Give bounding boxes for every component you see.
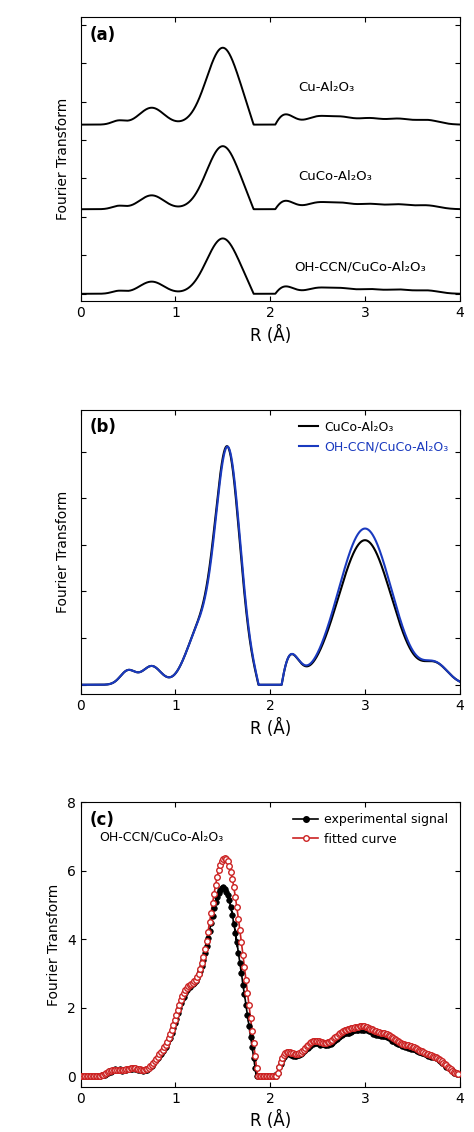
Text: OH-CCN/CuCo-Al₂O₃: OH-CCN/CuCo-Al₂O₃ (100, 831, 224, 843)
Y-axis label: Fourier Transform: Fourier Transform (56, 98, 70, 221)
X-axis label: R (Å): R (Å) (249, 326, 291, 345)
Text: (b): (b) (90, 418, 117, 436)
Text: (c): (c) (90, 811, 115, 829)
Text: CuCo-Al₂O₃: CuCo-Al₂O₃ (299, 171, 373, 183)
Text: OH-CCN/CuCo-Al₂O₃: OH-CCN/CuCo-Al₂O₃ (294, 260, 426, 274)
Text: (a): (a) (90, 26, 116, 43)
X-axis label: R (Å): R (Å) (249, 1112, 291, 1130)
Y-axis label: Fourier Transform: Fourier Transform (47, 883, 61, 1005)
X-axis label: R (Å): R (Å) (249, 719, 291, 738)
Y-axis label: Fourier Transform: Fourier Transform (56, 491, 70, 612)
Legend: experimental signal, fitted curve: experimental signal, fitted curve (288, 808, 454, 851)
Legend: CuCo-Al₂O₃, OH-CCN/CuCo-Al₂O₃: CuCo-Al₂O₃, OH-CCN/CuCo-Al₂O₃ (294, 415, 454, 458)
Text: Cu-Al₂O₃: Cu-Al₂O₃ (299, 82, 355, 94)
